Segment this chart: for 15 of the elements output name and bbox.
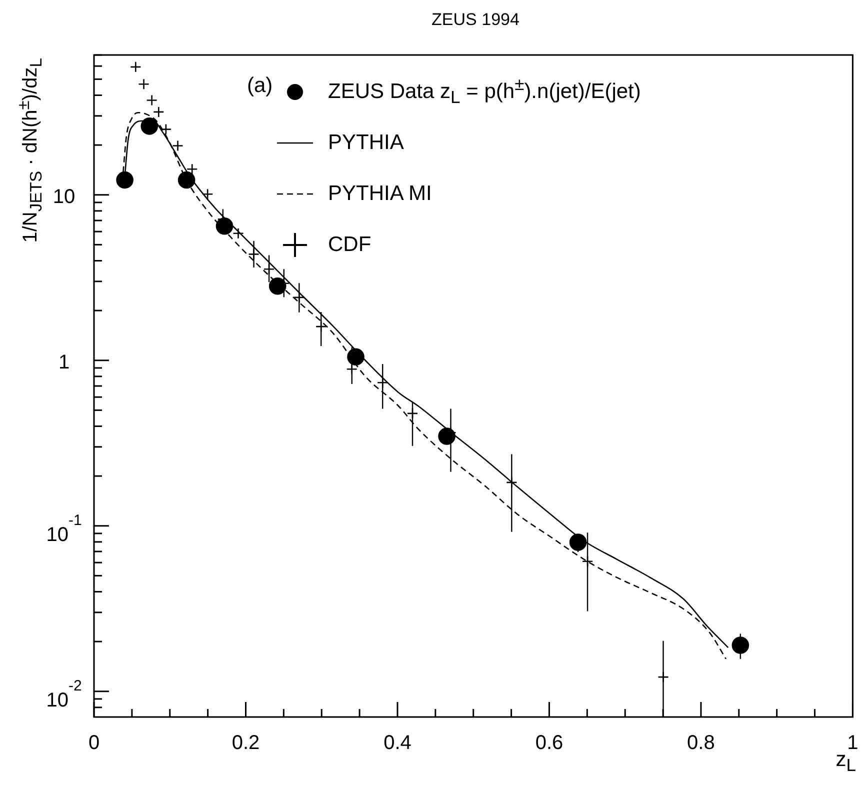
legend-label: ZEUS Data z$_{L}$ = p(h$^{±}$).n(jet)/E(jet) xyxy=(328,74,641,109)
y-tick-label: 10 xyxy=(52,186,76,208)
legend-label: PYTHIA xyxy=(328,130,404,154)
x-tick-label: 0.6 xyxy=(535,732,564,754)
legend-label: CDF xyxy=(328,232,372,256)
y-tick-label: 10-2 xyxy=(46,677,82,712)
y-tick-label: 1 xyxy=(58,351,70,374)
x-tick-label: 0 xyxy=(88,732,100,754)
annotation: (a) xyxy=(247,74,273,98)
y-tick-label: 10-1 xyxy=(46,512,82,546)
x-tick-label: 0.8 xyxy=(687,732,715,754)
x-tick-label: 0.2 xyxy=(232,732,260,754)
x-tick-label: 0.4 xyxy=(384,732,412,754)
chart-title: ZEUS 1994 xyxy=(430,10,520,30)
legend-label: PYTHIA MI xyxy=(328,182,432,206)
